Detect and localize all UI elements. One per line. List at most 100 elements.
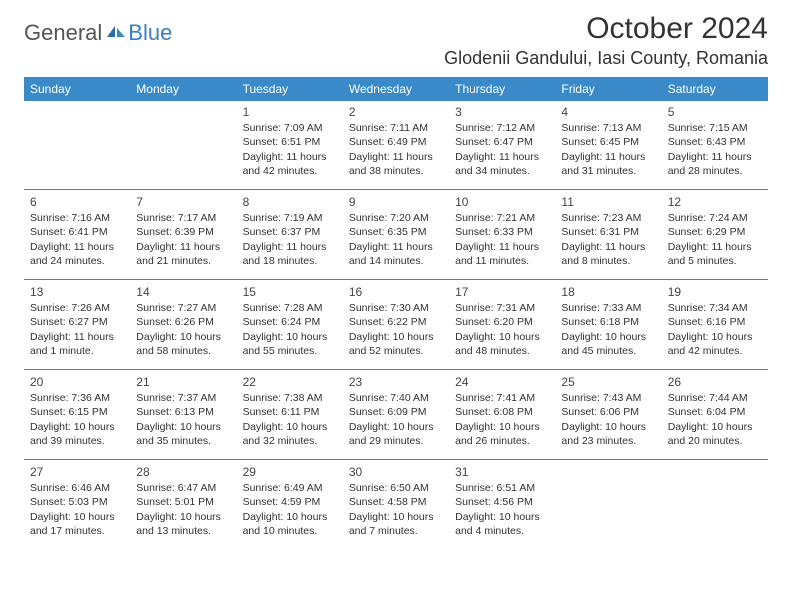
sunset-text: Sunset: 6:51 PM [243, 135, 337, 149]
daylight-text: Daylight: 11 hours and 31 minutes. [561, 150, 655, 178]
calendar-day-cell: 17Sunrise: 7:31 AMSunset: 6:20 PMDayligh… [449, 281, 555, 369]
calendar-day-cell: 1Sunrise: 7:09 AMSunset: 6:51 PMDaylight… [237, 101, 343, 189]
day-number: 29 [243, 464, 337, 480]
daylight-text: Daylight: 10 hours and 10 minutes. [243, 510, 337, 538]
sunset-text: Sunset: 6:16 PM [668, 315, 762, 329]
weekday-header: Tuesday [237, 77, 343, 101]
calendar-week-row: 27Sunrise: 6:46 AMSunset: 5:03 PMDayligh… [24, 461, 768, 549]
sunrise-text: Sunrise: 7:31 AM [455, 301, 549, 315]
day-number: 31 [455, 464, 549, 480]
sunrise-text: Sunrise: 6:49 AM [243, 481, 337, 495]
day-number: 3 [455, 104, 549, 120]
daylight-text: Daylight: 11 hours and 18 minutes. [243, 240, 337, 268]
day-number: 17 [455, 284, 549, 300]
daylight-text: Daylight: 11 hours and 1 minute. [30, 330, 124, 358]
sunrise-text: Sunrise: 7:36 AM [30, 391, 124, 405]
sunrise-text: Sunrise: 7:37 AM [136, 391, 230, 405]
calendar-day-cell: 6Sunrise: 7:16 AMSunset: 6:41 PMDaylight… [24, 191, 130, 279]
calendar-day-cell: 30Sunrise: 6:50 AMSunset: 4:58 PMDayligh… [343, 461, 449, 549]
day-number: 20 [30, 374, 124, 390]
calendar-day-cell [24, 101, 130, 189]
calendar-day-cell: 23Sunrise: 7:40 AMSunset: 6:09 PMDayligh… [343, 371, 449, 459]
day-info: Sunrise: 6:49 AMSunset: 4:59 PMDaylight:… [243, 481, 337, 538]
sunrise-text: Sunrise: 7:34 AM [668, 301, 762, 315]
daylight-text: Daylight: 11 hours and 34 minutes. [455, 150, 549, 178]
sunrise-text: Sunrise: 7:09 AM [243, 121, 337, 135]
sunrise-text: Sunrise: 7:23 AM [561, 211, 655, 225]
sunset-text: Sunset: 6:06 PM [561, 405, 655, 419]
month-title: October 2024 [444, 12, 768, 46]
sunrise-text: Sunrise: 7:38 AM [243, 391, 337, 405]
weekday-header: Friday [555, 77, 661, 101]
day-info: Sunrise: 7:12 AMSunset: 6:47 PMDaylight:… [455, 121, 549, 178]
calendar-day-cell: 19Sunrise: 7:34 AMSunset: 6:16 PMDayligh… [662, 281, 768, 369]
daylight-text: Daylight: 10 hours and 20 minutes. [668, 420, 762, 448]
sunrise-text: Sunrise: 6:50 AM [349, 481, 443, 495]
sunrise-text: Sunrise: 6:47 AM [136, 481, 230, 495]
sunrise-text: Sunrise: 7:21 AM [455, 211, 549, 225]
day-number: 30 [349, 464, 443, 480]
day-number: 27 [30, 464, 124, 480]
sunrise-text: Sunrise: 7:30 AM [349, 301, 443, 315]
daylight-text: Daylight: 11 hours and 5 minutes. [668, 240, 762, 268]
calendar-week-row: 6Sunrise: 7:16 AMSunset: 6:41 PMDaylight… [24, 191, 768, 279]
sunset-text: Sunset: 5:03 PM [30, 495, 124, 509]
weekday-header: Sunday [24, 77, 130, 101]
daylight-text: Daylight: 10 hours and 7 minutes. [349, 510, 443, 538]
calendar-week-row: 1Sunrise: 7:09 AMSunset: 6:51 PMDaylight… [24, 101, 768, 189]
day-info: Sunrise: 7:17 AMSunset: 6:39 PMDaylight:… [136, 211, 230, 268]
weekday-header: Wednesday [343, 77, 449, 101]
day-info: Sunrise: 7:26 AMSunset: 6:27 PMDaylight:… [30, 301, 124, 358]
calendar-body: 1Sunrise: 7:09 AMSunset: 6:51 PMDaylight… [24, 101, 768, 549]
day-info: Sunrise: 7:43 AMSunset: 6:06 PMDaylight:… [561, 391, 655, 448]
day-info: Sunrise: 7:23 AMSunset: 6:31 PMDaylight:… [561, 211, 655, 268]
day-number: 14 [136, 284, 230, 300]
daylight-text: Daylight: 10 hours and 29 minutes. [349, 420, 443, 448]
daylight-text: Daylight: 10 hours and 13 minutes. [136, 510, 230, 538]
day-info: Sunrise: 6:46 AMSunset: 5:03 PMDaylight:… [30, 481, 124, 538]
day-number: 24 [455, 374, 549, 390]
day-info: Sunrise: 7:21 AMSunset: 6:33 PMDaylight:… [455, 211, 549, 268]
sunrise-text: Sunrise: 7:20 AM [349, 211, 443, 225]
day-info: Sunrise: 7:40 AMSunset: 6:09 PMDaylight:… [349, 391, 443, 448]
calendar-day-cell: 18Sunrise: 7:33 AMSunset: 6:18 PMDayligh… [555, 281, 661, 369]
calendar-day-cell: 29Sunrise: 6:49 AMSunset: 4:59 PMDayligh… [237, 461, 343, 549]
sunset-text: Sunset: 4:59 PM [243, 495, 337, 509]
logo: General Blue [24, 12, 172, 46]
daylight-text: Daylight: 10 hours and 39 minutes. [30, 420, 124, 448]
weekday-header: Saturday [662, 77, 768, 101]
day-info: Sunrise: 7:20 AMSunset: 6:35 PMDaylight:… [349, 211, 443, 268]
day-info: Sunrise: 7:31 AMSunset: 6:20 PMDaylight:… [455, 301, 549, 358]
calendar-day-cell: 25Sunrise: 7:43 AMSunset: 6:06 PMDayligh… [555, 371, 661, 459]
title-block: October 2024 Glodenii Gandului, Iasi Cou… [444, 12, 768, 69]
calendar-week-row: 20Sunrise: 7:36 AMSunset: 6:15 PMDayligh… [24, 371, 768, 459]
calendar-day-cell: 21Sunrise: 7:37 AMSunset: 6:13 PMDayligh… [130, 371, 236, 459]
sunrise-text: Sunrise: 7:24 AM [668, 211, 762, 225]
sunset-text: Sunset: 6:29 PM [668, 225, 762, 239]
day-number: 8 [243, 194, 337, 210]
sunset-text: Sunset: 5:01 PM [136, 495, 230, 509]
day-number: 9 [349, 194, 443, 210]
daylight-text: Daylight: 10 hours and 52 minutes. [349, 330, 443, 358]
day-info: Sunrise: 7:34 AMSunset: 6:16 PMDaylight:… [668, 301, 762, 358]
day-number: 6 [30, 194, 124, 210]
day-info: Sunrise: 6:47 AMSunset: 5:01 PMDaylight:… [136, 481, 230, 538]
calendar-day-cell [130, 101, 236, 189]
day-info: Sunrise: 7:15 AMSunset: 6:43 PMDaylight:… [668, 121, 762, 178]
day-info: Sunrise: 7:09 AMSunset: 6:51 PMDaylight:… [243, 121, 337, 178]
calendar-day-cell [555, 461, 661, 549]
day-info: Sunrise: 7:28 AMSunset: 6:24 PMDaylight:… [243, 301, 337, 358]
day-info: Sunrise: 7:27 AMSunset: 6:26 PMDaylight:… [136, 301, 230, 358]
calendar-day-cell: 13Sunrise: 7:26 AMSunset: 6:27 PMDayligh… [24, 281, 130, 369]
logo-blue: Blue [128, 20, 172, 46]
daylight-text: Daylight: 10 hours and 45 minutes. [561, 330, 655, 358]
day-number: 12 [668, 194, 762, 210]
calendar-day-cell: 22Sunrise: 7:38 AMSunset: 6:11 PMDayligh… [237, 371, 343, 459]
day-number: 15 [243, 284, 337, 300]
day-number: 22 [243, 374, 337, 390]
day-number: 19 [668, 284, 762, 300]
sunset-text: Sunset: 6:31 PM [561, 225, 655, 239]
sunset-text: Sunset: 6:22 PM [349, 315, 443, 329]
sunset-text: Sunset: 6:41 PM [30, 225, 124, 239]
calendar-day-cell: 15Sunrise: 7:28 AMSunset: 6:24 PMDayligh… [237, 281, 343, 369]
